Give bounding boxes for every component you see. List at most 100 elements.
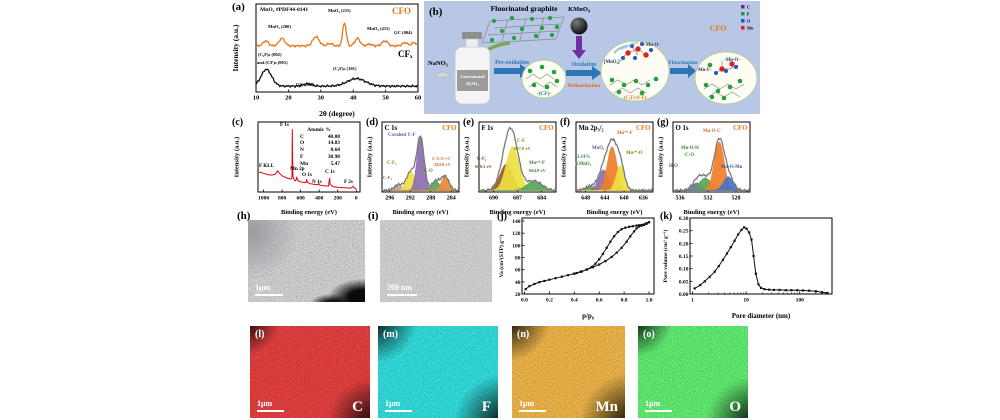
eds-map-oxygen: (o) 1μm O <box>638 326 748 418</box>
data-marker <box>533 282 536 286</box>
data-marker <box>750 238 753 241</box>
data-marker <box>745 227 748 230</box>
atomic-row-value: 5.47 <box>330 160 340 167</box>
y-axis-label: Intensity (a.u.) <box>231 24 240 71</box>
survey-peak-fkll: F KLL <box>259 163 275 169</box>
atomic-percent-table: Atomic % C 40.08 O 14.83 N 0.64 F 38.98 Mn 5.… <box>292 127 346 167</box>
survey-chart: 1000 800 600 400 200 0 Binding energy (eV) Inte… <box>234 121 361 216</box>
kmno4-label: KMnO₄ <box>568 6 590 13</box>
series-CFx <box>255 68 419 88</box>
x-tick-label: 288 <box>426 196 435 202</box>
panel-b-schematic: (b) Fluorinated graphite NaNO₃ <box>424 1 760 114</box>
data-marker <box>737 233 740 236</box>
graphite-sheet-graphic <box>481 16 565 44</box>
panel-n-tag: (n) <box>517 329 530 340</box>
y-tick-label: 120 <box>512 231 521 237</box>
cfo-fluorine-dots <box>703 78 743 101</box>
x-axis-label: Binding energy (eV) <box>281 209 337 216</box>
y-tick-label: 0.10 <box>679 267 689 273</box>
data-marker <box>601 252 605 255</box>
data-marker <box>713 270 716 273</box>
sem-noise-texture <box>380 220 492 302</box>
cf-fluorine-dots <box>527 64 560 90</box>
data-marker <box>814 290 817 293</box>
atomic-row-element: N <box>300 147 304 154</box>
sample-label: CFO <box>442 125 456 132</box>
data-marker <box>604 260 607 263</box>
mn2p-mno2-label: MnO₂ <box>592 146 605 151</box>
data-marker <box>590 265 593 269</box>
data-marker <box>784 289 787 292</box>
scalebar-h: 1μm <box>255 284 283 296</box>
f1s-cf-label: C-F <box>517 139 525 144</box>
x-tick-label: 0.6 <box>596 298 603 304</box>
data-marker <box>725 252 729 255</box>
data-marker <box>598 258 601 261</box>
atomic-row-value: 0.64 <box>330 147 340 154</box>
mno4-ion-label: [MnO₄]⁻ <box>604 60 623 65</box>
data-marker <box>598 263 601 266</box>
x-tick-label: 600 <box>297 196 306 202</box>
synthesis-schematic: (b) Fluorinated graphite NaNO₃ <box>424 1 760 114</box>
fluorination-label: Fluorination <box>668 60 697 66</box>
panel-i-tag: (i) <box>368 210 379 222</box>
bottle-graphic <box>454 32 491 105</box>
atomic-row-element: F <box>300 153 304 160</box>
element-label-f: F <box>481 399 491 415</box>
atom-legend: C F O Mn <box>741 5 754 31</box>
eds-dark-corners <box>250 326 370 418</box>
data-marker <box>528 284 531 288</box>
x-tick-label: 644 <box>600 196 609 202</box>
atomic-row-element: O <box>300 140 305 147</box>
xps-envelope <box>381 135 460 194</box>
c2f-cf-label: -(C₂F)-(CF)- <box>622 96 648 101</box>
x-tick-label: 200 <box>334 196 343 202</box>
data-marker <box>801 289 805 292</box>
x-axis-label: Binding energy (eV) <box>587 209 643 216</box>
data-marker <box>826 291 829 295</box>
y-tick-label: 40 <box>515 280 521 286</box>
panel-k-psd: 1 10 100 0.00 0.05 0.10 0.15 0.20 0.25 0.30 Pore d… <box>660 210 840 320</box>
data-marker <box>635 224 638 227</box>
scalebar-m: 1μm <box>385 400 412 412</box>
o1s-mnoc-label: Mn-O-C <box>703 129 721 134</box>
panel-j-tag: (j) <box>497 211 507 222</box>
data-marker <box>768 288 771 291</box>
kmno4-sphere <box>570 17 588 35</box>
data-marker <box>631 225 634 228</box>
x-tick-label: 40 <box>350 95 357 102</box>
eds-map-fluorine: (m) 1μm F <box>378 326 498 418</box>
scalebar-n: 1μm <box>519 400 546 412</box>
mn-f-label: -Mn-F- <box>697 68 712 73</box>
x-tick-label: 60 <box>415 95 422 102</box>
eds-dark-corners <box>638 326 748 418</box>
data-marker <box>627 225 631 228</box>
x-tick-label: 0 <box>355 196 358 202</box>
x-tick-label: 100 <box>796 298 805 304</box>
mn-o-label: -Mn-O- <box>644 43 660 48</box>
data-marker <box>820 291 824 294</box>
panel-m-tag: (m) <box>383 329 398 340</box>
plot-frame <box>381 121 460 193</box>
sample-label: CFO <box>636 125 650 132</box>
panel-c-tag: (c) <box>232 117 244 128</box>
sample-label: CFO <box>733 125 747 132</box>
x-tick-label: 400 <box>315 196 324 202</box>
scalebar-m-label: 1μm <box>385 399 401 408</box>
c1s-chart: 296 292 288 284 Binding energy (eV) Intensity… <box>367 121 460 216</box>
x-axis-label: Binding energy (eV) <box>393 209 449 216</box>
legend-mn-label: Mn <box>747 26 754 31</box>
data-marker <box>605 246 608 249</box>
data-marker <box>632 230 636 233</box>
survey-peak-o1s: O 1s <box>302 172 312 178</box>
f1s-cf2-label: C-F₂ <box>477 157 487 162</box>
legend-c-label: C <box>747 5 750 10</box>
x-tick-label: 20 <box>285 95 292 102</box>
x-tick-label: 687 <box>513 196 522 202</box>
data-marker <box>575 271 578 275</box>
data-marker <box>763 288 766 291</box>
c1s-cc-label: C-C/C=C <box>432 156 451 161</box>
graphite-fluorine-dots <box>489 15 560 43</box>
y-axis-label: Va (cm³(STP) g⁻¹) <box>498 234 505 277</box>
